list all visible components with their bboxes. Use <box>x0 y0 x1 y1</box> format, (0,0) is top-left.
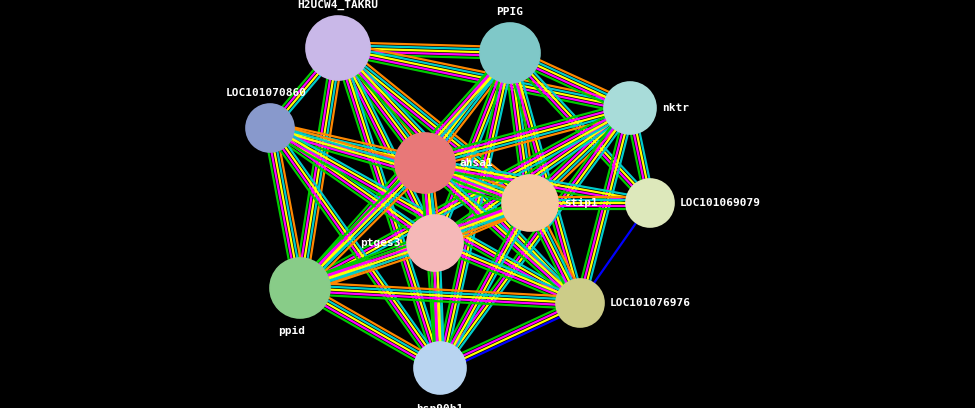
Text: ptges3: ptges3 <box>361 238 401 248</box>
Circle shape <box>270 258 330 318</box>
Circle shape <box>556 279 604 327</box>
Circle shape <box>395 133 455 193</box>
Circle shape <box>306 16 370 80</box>
Text: LOC101076976: LOC101076976 <box>610 298 691 308</box>
Circle shape <box>407 215 463 271</box>
Text: ppid: ppid <box>279 326 305 336</box>
Circle shape <box>604 82 656 134</box>
Text: hsp90b1: hsp90b1 <box>416 404 464 408</box>
Text: PPIG: PPIG <box>496 7 524 17</box>
Text: H2UCW4_TAKRU: H2UCW4_TAKRU <box>297 0 378 10</box>
Circle shape <box>480 23 540 83</box>
Text: LOC101070860: LOC101070860 <box>225 88 306 98</box>
Circle shape <box>414 342 466 394</box>
Text: ahsa1: ahsa1 <box>459 158 492 168</box>
Circle shape <box>502 175 558 231</box>
Text: stip1: stip1 <box>564 198 598 208</box>
Circle shape <box>626 179 674 227</box>
Circle shape <box>246 104 294 152</box>
Text: nktr: nktr <box>662 103 689 113</box>
Text: LOC101069079: LOC101069079 <box>680 198 761 208</box>
